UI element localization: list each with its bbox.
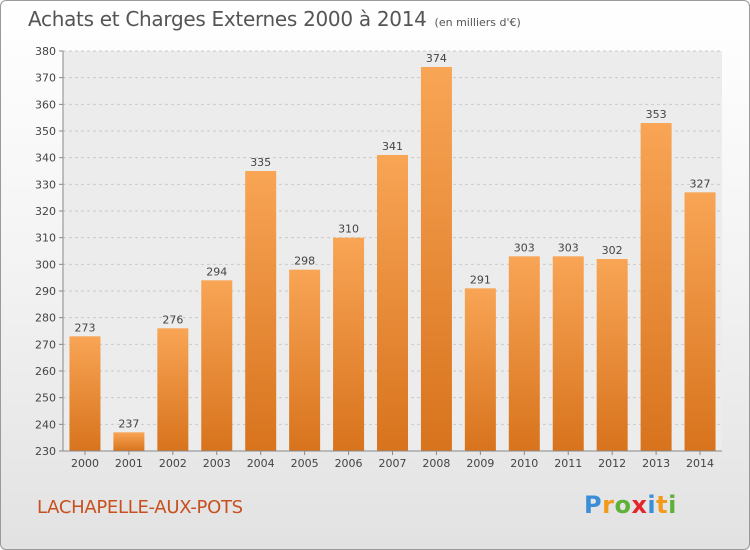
x-tick-label: 2007 [379,457,407,470]
x-tick-label: 2012 [598,457,626,470]
y-tick-label: 260 [35,365,56,378]
data-label-2010: 303 [514,241,535,254]
city-name: LACHAPELLE-AUX-POTS [37,497,243,518]
y-tick-label: 290 [35,285,56,298]
x-tick-label: 2001 [115,457,143,470]
data-label-2005: 298 [294,255,315,268]
logo-letter: x [631,491,648,519]
x-tick-label: 2005 [291,457,319,470]
y-tick-label: 310 [35,232,56,245]
bar-2011 [552,256,584,451]
data-label-2004: 335 [250,156,271,169]
bar-2007 [377,155,408,451]
bar-2004 [245,171,277,451]
data-label-2008: 374 [426,52,447,65]
y-tick-label: 240 [35,418,56,431]
x-tick-label: 2000 [71,457,99,470]
data-label-2002: 276 [162,313,183,326]
label-layer: 273 237 276 294 335 298 310 341 374 291 303 303 302 3… [74,52,710,430]
y-tick-label: 380 [35,45,56,58]
logo-letter: P [584,491,603,519]
y-tick-label: 300 [35,258,56,271]
bar-2000 [69,336,101,451]
y-tick-label: 250 [35,392,56,405]
data-label-2007: 341 [382,140,403,153]
y-tick-label: 340 [35,152,56,165]
data-label-2000: 273 [74,321,95,334]
x-tick-label: 2013 [642,457,670,470]
data-label-2001: 237 [118,417,139,430]
bar-2008 [420,67,452,451]
x-tick-label: 2004 [247,457,275,470]
proxiti-logo: Proxiti [584,491,677,519]
data-label-2014: 327 [690,177,711,190]
bar-2012 [596,259,628,451]
data-label-2011: 303 [558,241,579,254]
y-tick-label: 270 [35,338,56,351]
x-tick-label: 2002 [159,457,187,470]
logo-letter: r [602,491,615,519]
y-tick-label: 360 [35,98,56,111]
logo-letter: o [614,491,632,519]
y-tick-label: 280 [35,312,56,325]
y-tick-label: 350 [35,125,56,138]
bar-2001 [113,432,145,451]
logo-letter: t [656,491,669,519]
y-tick-label: 320 [35,205,56,218]
y-tick-label: 330 [35,178,56,191]
y-tick-label: 370 [35,72,56,85]
x-tick-label: 2006 [335,457,363,470]
data-label-2003: 294 [206,265,227,278]
bar-2010 [508,256,540,451]
chart-title-block: Achats et Charges Externes 2000 à 2014 (e… [28,7,521,31]
data-label-2012: 302 [602,244,623,257]
bar-2002 [157,328,189,451]
chart-title: Achats et Charges Externes 2000 à 2014 [28,7,427,31]
logo-letter: i [668,491,677,519]
data-label-2013: 353 [646,108,667,121]
bar-2005 [289,269,321,451]
x-tick-label: 2010 [510,457,538,470]
bar-2003 [201,280,233,451]
bar-layer [69,67,716,452]
x-tick-label: 2003 [203,457,231,470]
x-tick-label: 2014 [686,457,714,470]
bar-2014 [684,192,716,452]
x-tick-label: 2009 [466,457,494,470]
chart-subtitle: (en milliers d'€) [434,16,521,29]
logo-letter: i [647,491,657,519]
bar-2009 [464,288,496,451]
x-tick-label: 2011 [554,457,582,470]
axis-layer: 230 240 250 260 270 280 290 300 310 320 330 340 350 3… [35,45,722,470]
bar-2006 [333,237,365,451]
data-label-2009: 291 [470,273,491,286]
bar-2013 [640,123,672,451]
data-label-2006: 310 [338,223,359,236]
y-tick-label: 230 [35,445,56,458]
x-tick-label: 2008 [422,457,450,470]
